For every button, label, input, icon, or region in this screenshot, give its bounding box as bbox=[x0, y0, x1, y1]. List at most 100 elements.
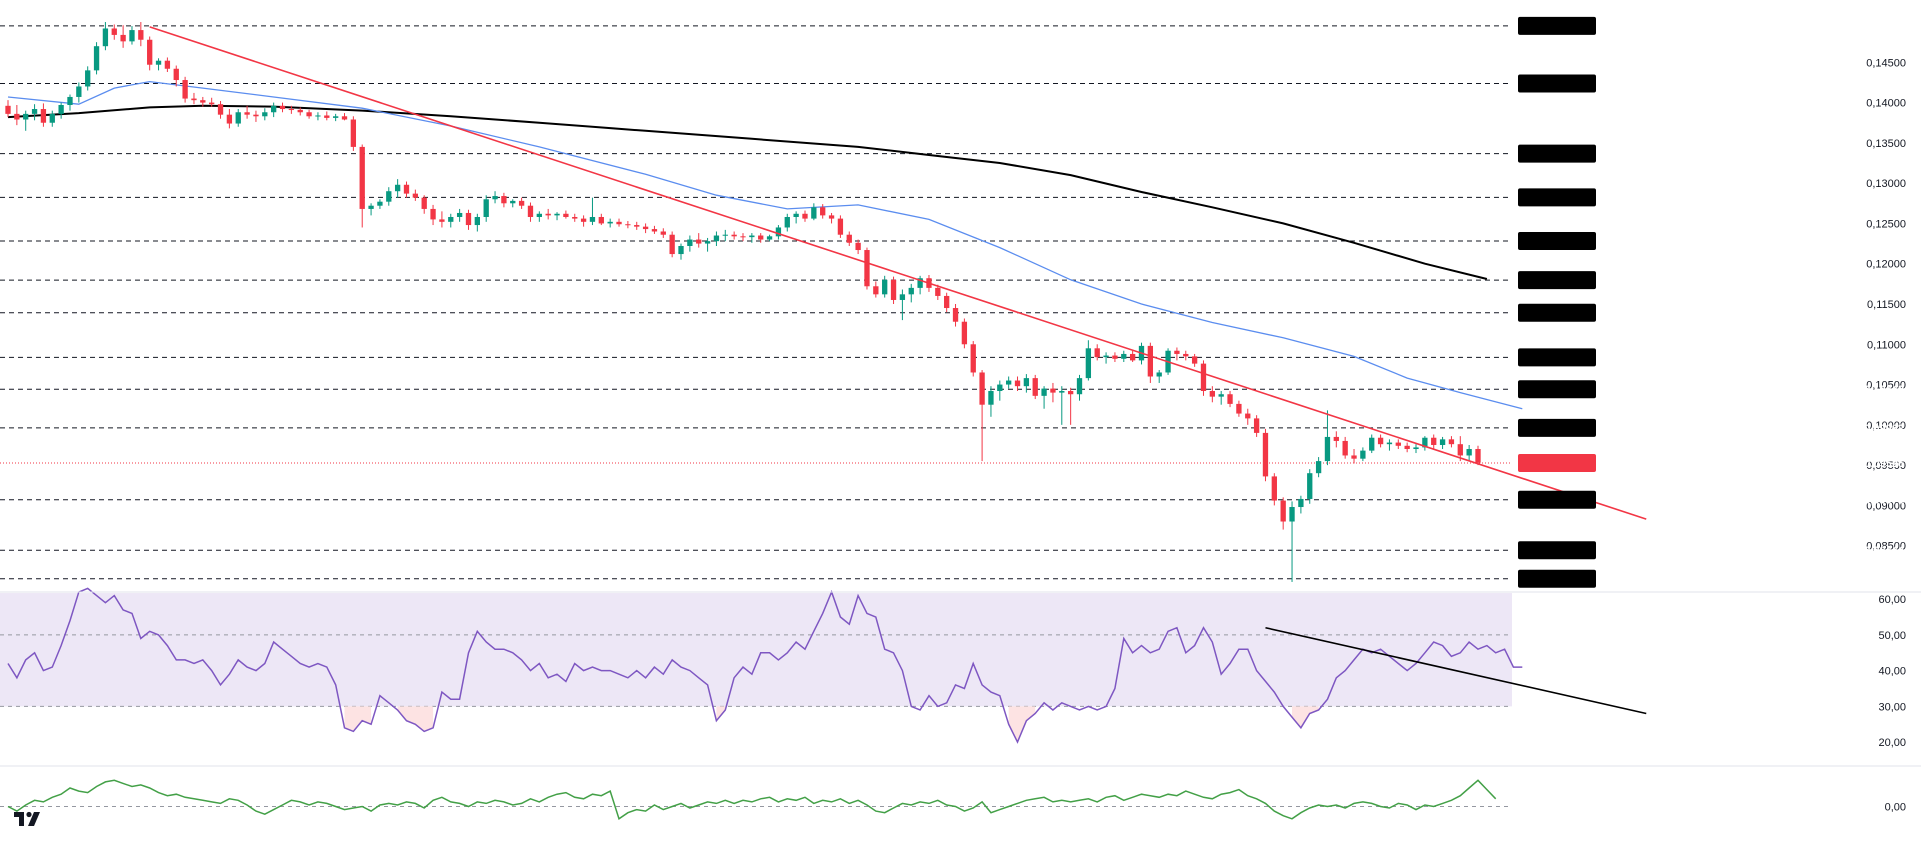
level-tag-label: 0,13367 bbox=[1864, 149, 1904, 161]
rsi-oversold-fill bbox=[1292, 706, 1319, 728]
candle bbox=[1209, 386, 1215, 403]
level-tag-label: 0,11797 bbox=[1865, 275, 1904, 287]
level-tag-label: 0,10837 bbox=[1864, 352, 1904, 364]
candle bbox=[111, 24, 117, 40]
candle-body bbox=[377, 201, 383, 206]
candle-body bbox=[120, 34, 126, 42]
candle bbox=[572, 213, 578, 222]
price-axis-tick-label: 0,13000 bbox=[1866, 178, 1906, 190]
candle bbox=[200, 96, 206, 107]
price-pane[interactable] bbox=[0, 22, 1647, 582]
candle bbox=[315, 112, 321, 121]
level-tag-label: 0,09071 bbox=[1864, 495, 1904, 507]
candle bbox=[1457, 436, 1463, 462]
candle bbox=[820, 204, 826, 219]
candle-body bbox=[908, 287, 914, 295]
candle bbox=[492, 191, 498, 204]
candle bbox=[651, 225, 658, 234]
candle-body bbox=[952, 308, 959, 322]
candle bbox=[669, 231, 675, 258]
candle bbox=[58, 102, 64, 119]
candle-body bbox=[1333, 436, 1339, 441]
candle bbox=[642, 223, 649, 234]
candle-body bbox=[138, 30, 144, 40]
level-tag bbox=[1518, 348, 1596, 367]
candle bbox=[412, 189, 419, 201]
candle bbox=[191, 92, 197, 105]
candle-body bbox=[279, 105, 286, 110]
candle bbox=[465, 209, 472, 230]
candle bbox=[1050, 382, 1056, 403]
candle bbox=[1006, 376, 1012, 389]
candle-body bbox=[1218, 394, 1224, 397]
oscillator-pane[interactable] bbox=[0, 779, 1512, 820]
candle-body bbox=[625, 224, 631, 226]
candle bbox=[235, 109, 241, 127]
candle bbox=[1448, 436, 1455, 448]
candle bbox=[1218, 391, 1224, 405]
candle bbox=[297, 107, 303, 116]
candle-body bbox=[1360, 450, 1366, 459]
candle-body bbox=[961, 321, 968, 345]
candle bbox=[350, 116, 357, 151]
candle-body bbox=[1431, 437, 1437, 445]
candle bbox=[1112, 352, 1118, 363]
candle bbox=[23, 110, 29, 131]
tradingview-logo-icon[interactable] bbox=[12, 806, 46, 830]
rsi-axis-tick-label: 30,00 bbox=[1878, 701, 1906, 713]
candle-body bbox=[102, 28, 109, 47]
candle-body bbox=[766, 236, 773, 240]
candle bbox=[1191, 353, 1198, 367]
candle bbox=[616, 218, 622, 227]
candle-body bbox=[1404, 445, 1410, 450]
candle-body bbox=[722, 234, 728, 236]
candle bbox=[1404, 442, 1410, 453]
price-axis-tick-label: 0,10000 bbox=[1866, 420, 1906, 432]
candle-body bbox=[837, 218, 844, 235]
candle bbox=[625, 221, 631, 229]
candle bbox=[1094, 344, 1100, 361]
level-tag bbox=[1518, 144, 1596, 163]
candle bbox=[1032, 374, 1038, 400]
candle bbox=[155, 58, 162, 71]
candle bbox=[793, 211, 799, 224]
candle-body bbox=[997, 384, 1003, 392]
candle bbox=[589, 197, 596, 226]
candle-body bbox=[306, 112, 312, 117]
candle-body bbox=[607, 221, 613, 224]
candle bbox=[1147, 342, 1154, 383]
candle-body bbox=[899, 294, 906, 300]
candle bbox=[129, 26, 135, 45]
candle bbox=[1085, 340, 1092, 381]
candle bbox=[722, 229, 728, 242]
candle bbox=[448, 213, 454, 228]
candle bbox=[271, 102, 277, 118]
candle-body bbox=[696, 239, 702, 244]
candle-body bbox=[1236, 403, 1242, 414]
candle-body bbox=[1413, 447, 1419, 450]
candle-body bbox=[740, 236, 746, 238]
candle-body bbox=[1422, 437, 1428, 448]
candle bbox=[1183, 350, 1189, 361]
price-axis[interactable]: 0,14500 0,14000 0,13500 0,13000 0,12500 0,120… bbox=[0, 16, 1921, 814]
candle bbox=[253, 110, 259, 122]
candle bbox=[1466, 444, 1472, 462]
candle bbox=[1431, 434, 1437, 450]
candle bbox=[1059, 386, 1065, 425]
candle-body bbox=[1200, 363, 1207, 392]
candle bbox=[164, 57, 171, 72]
candle-body bbox=[1129, 353, 1136, 361]
candle bbox=[1271, 473, 1277, 506]
candle-body bbox=[1227, 394, 1233, 404]
candle-body bbox=[749, 235, 755, 238]
candle-body bbox=[421, 197, 427, 209]
candle bbox=[696, 233, 702, 248]
candle-body bbox=[1324, 436, 1331, 462]
candle-body bbox=[775, 227, 782, 237]
candle-body bbox=[403, 184, 410, 194]
candle bbox=[1351, 449, 1357, 464]
candle-body bbox=[1475, 449, 1481, 463]
candle-body bbox=[660, 231, 666, 235]
candle-body bbox=[1156, 372, 1162, 377]
rsi-pane[interactable] bbox=[0, 587, 1647, 744]
